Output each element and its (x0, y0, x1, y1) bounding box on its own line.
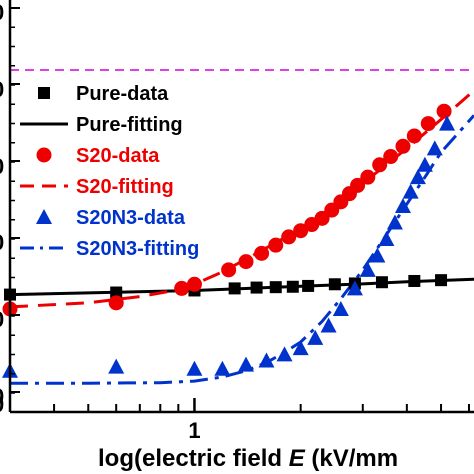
x-axis-label: log(electric field E (kV/mm (98, 445, 398, 472)
data-point-s20-data (238, 254, 254, 270)
axes: 00000001 (0, 0, 474, 443)
data-point-pure-data (286, 280, 299, 293)
y-tick-label: 0 (0, 77, 4, 102)
data-point-pure-data (435, 274, 448, 287)
plot-area (2, 69, 474, 385)
data-point-pure-data (375, 276, 388, 289)
y-tick-label: 0 (0, 384, 4, 409)
data-point-s20n3-data (378, 230, 395, 246)
data-point-s20n3-data (108, 358, 125, 374)
legend-marker-s20-data (36, 147, 52, 163)
data-point-pure-data (110, 286, 123, 299)
data-point-s20n3-data (416, 156, 433, 172)
data-point-s20n3-data (292, 340, 309, 356)
data-point-s20n3-data (369, 247, 386, 263)
data-point-s20n3-data (258, 352, 275, 368)
legend-entry-s20n3-data: S20N3-data (36, 207, 186, 229)
legend-label: S20-data (76, 145, 160, 167)
data-point-s20-data (254, 245, 270, 261)
data-point-s20n3-data (386, 214, 403, 230)
data-point-s20-data (406, 128, 422, 144)
y-tick-label: 0 (0, 0, 4, 25)
legend-entry-s20n3-fitting: S20N3-fitting (20, 238, 199, 260)
data-point-pure-data (269, 281, 282, 294)
data-point-s20-data (372, 157, 388, 173)
data-point-s20-data (186, 276, 202, 292)
data-point-s20n3-data (276, 346, 293, 362)
legend-label: S20N3-fitting (76, 238, 199, 260)
data-point-s20n3-data (439, 115, 456, 131)
legend-entry-pure-fitting: Pure-fitting (20, 114, 183, 136)
data-point-s20-data (174, 280, 190, 296)
y-tick-label: 0 (0, 230, 4, 255)
legend: Pure-data Pure-fitting S20-data S20-fitting… (20, 83, 199, 260)
data-point-s20n3-data (186, 360, 203, 376)
legend-label: Pure-data (76, 83, 169, 105)
data-point-s20n3-data (238, 356, 255, 372)
data-point-s20n3-data (426, 140, 443, 156)
data-point-s20n3-data (409, 169, 426, 185)
data-point-s20-data (436, 103, 452, 119)
data-point-pure-data (302, 279, 315, 292)
data-point-s20-data (420, 116, 436, 132)
data-point-s20-data (383, 149, 399, 165)
y-tick-label: 0 (0, 392, 4, 417)
data-point-pure-data (228, 282, 241, 295)
x-tick-label: 1 (188, 418, 200, 443)
data-point-s20n3-data (214, 360, 231, 376)
series-line-pure-fitting (9, 277, 474, 297)
data-point-s20n3-data (332, 301, 349, 316)
data-point-s20-data (360, 169, 376, 185)
data-point-s20-data (108, 295, 124, 311)
y-tick-label: 0 (0, 154, 4, 179)
data-point-s20n3-data (346, 280, 363, 296)
data-point-s20n3-data (307, 329, 324, 345)
x-axis-label-suffix: (kV/mm (305, 445, 398, 472)
x-axis-label-prefix: log(electric field (98, 445, 289, 472)
legend-label: S20-fitting (76, 176, 174, 198)
legend-label: Pure-fitting (76, 114, 183, 136)
data-point-s20-data (350, 177, 366, 193)
data-point-s20-data (221, 262, 237, 278)
data-point-s20-data (293, 223, 309, 239)
data-point-s20-data (281, 229, 297, 245)
legend-label: S20N3-data (76, 207, 186, 229)
data-point-s20n3-data (359, 261, 376, 277)
data-point-s20n3-data (320, 317, 337, 333)
x-axis-label-variable: E (289, 445, 306, 472)
y-tick-label: 0 (0, 307, 4, 332)
legend-marker-pure-data (38, 87, 50, 99)
legend-entry-s20-data: S20-data (36, 145, 160, 167)
data-point-pure-data (250, 281, 263, 294)
legend-entry-s20-fitting: S20-fitting (20, 176, 174, 198)
data-point-s20-data (268, 237, 284, 253)
data-point-pure-data (408, 274, 421, 287)
legend-marker-s20n3-data (36, 209, 52, 224)
data-point-s20n3-data (402, 183, 419, 199)
legend-entry-pure-data: Pure-data (38, 83, 169, 105)
data-point-pure-data (328, 278, 341, 291)
data-point-s20-data (395, 138, 411, 154)
data-point-s20n3-data (394, 198, 411, 213)
